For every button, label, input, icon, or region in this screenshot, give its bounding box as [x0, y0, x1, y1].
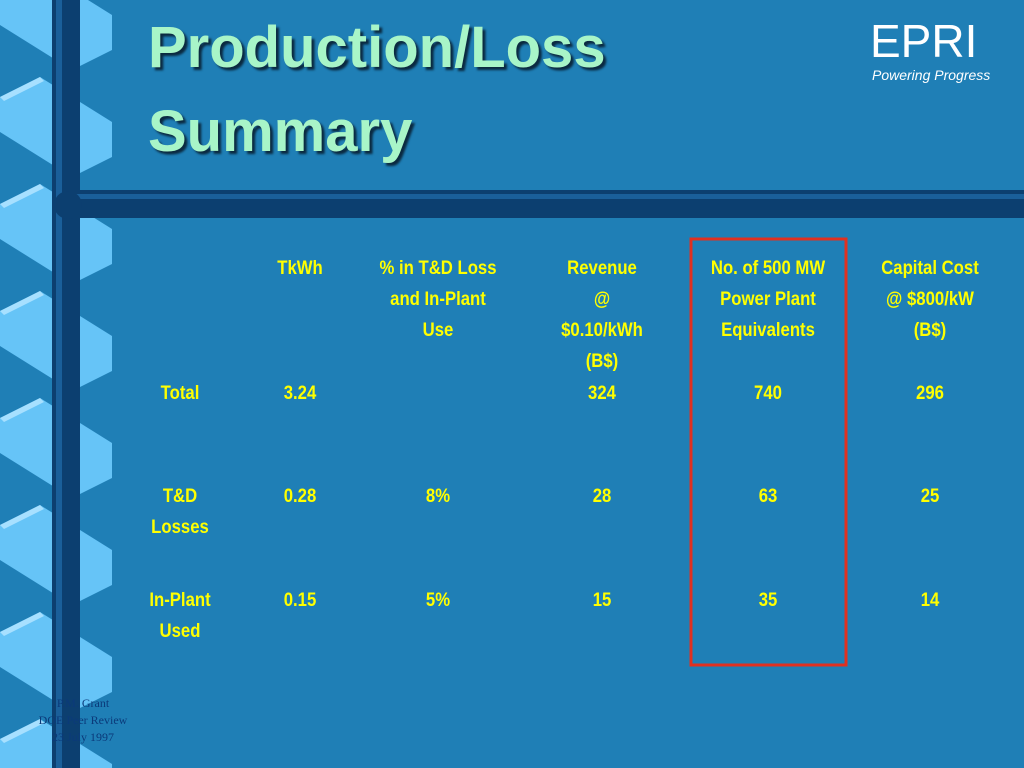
row-label: Losses — [151, 517, 209, 538]
column-header: TkWh — [277, 258, 323, 279]
row-label: In-Plant — [149, 590, 211, 611]
row-label: Total — [160, 383, 200, 404]
column-header: % in T&D Loss — [379, 258, 497, 279]
footer-text: DOE Peer Review — [38, 713, 128, 727]
table-cell: 28 — [592, 486, 612, 507]
table-cell: 740 — [754, 383, 782, 404]
table-cell: 0.28 — [283, 486, 317, 507]
column-header: No. of 500 MW — [710, 258, 826, 279]
table-cell: 63 — [758, 486, 778, 507]
footer-text: P.M. Grant — [56, 696, 110, 710]
table-cell: 25 — [920, 486, 940, 507]
table-cell: 3.24 — [283, 383, 317, 404]
logo-name: EPRI — [870, 15, 978, 67]
column-header: Use — [422, 320, 454, 341]
table-cell: 324 — [588, 383, 616, 404]
table-cell: 35 — [758, 590, 778, 611]
table-cell: 8% — [425, 486, 451, 507]
table-cell: 296 — [916, 383, 944, 404]
column-header: (B$) — [585, 351, 619, 372]
column-header: Power Plant — [720, 289, 816, 310]
table-cell: 5% — [425, 590, 451, 611]
footer-text: 23 July 1997 — [51, 730, 115, 744]
slide-title: Production/Loss — [148, 15, 606, 80]
table-cell: 0.15 — [283, 590, 317, 611]
column-header: $0.10/kWh — [561, 320, 643, 341]
row-label: Used — [159, 621, 201, 642]
column-header: @ $800/kW — [886, 289, 974, 310]
slide-title: Summary — [148, 99, 413, 164]
row-label: T&D — [162, 486, 198, 507]
logo-tagline: Powering Progress — [872, 67, 991, 83]
column-header: Revenue — [567, 258, 637, 279]
column-header: (B$) — [913, 320, 947, 341]
table-cell: 14 — [920, 590, 940, 611]
column-header: @ — [593, 289, 611, 310]
table-cell: 15 — [592, 590, 612, 611]
column-header: Capital Cost — [881, 258, 979, 279]
column-header: Equivalents — [721, 320, 815, 341]
column-header: and In-Plant — [390, 289, 486, 310]
